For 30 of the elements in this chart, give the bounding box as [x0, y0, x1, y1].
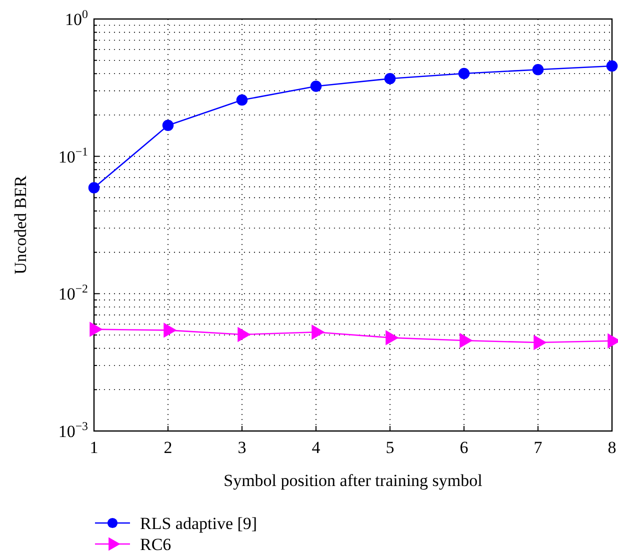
point [238, 326, 251, 342]
point [386, 330, 399, 346]
y-tick-label: 10$^{−1}$ [58, 144, 88, 166]
point [310, 80, 322, 92]
point [606, 60, 618, 72]
y-tick-label: 10$^{−3}$ [58, 419, 88, 441]
x-tick-label: 8 [608, 438, 616, 457]
y-tick-label: 10$^{−2}$ [58, 282, 88, 304]
legend-label: RLS adaptive [9] [140, 514, 258, 533]
x-axis-title: Symbol position after training symbol [224, 471, 483, 490]
x-tick-label: 7 [534, 438, 543, 457]
point [532, 64, 544, 76]
point [90, 322, 103, 337]
point [460, 332, 473, 348]
x-tick-label: 5 [386, 438, 394, 457]
x-tick-label: 1 [90, 438, 98, 457]
y-tick-label: 10$^{0}$ [65, 7, 88, 29]
point [88, 182, 100, 194]
point [236, 94, 248, 106]
x-tick-label: 3 [238, 438, 246, 457]
point [162, 120, 174, 132]
y-axis-title: Uncoded BER [11, 175, 30, 274]
x-tick-label: 4 [312, 438, 321, 457]
point [458, 68, 470, 80]
point [164, 322, 177, 338]
point [312, 324, 325, 340]
point [384, 72, 396, 84]
x-tick-label: 6 [460, 438, 468, 457]
x-tick-label: 2 [164, 438, 172, 457]
legend-label: RC6 [140, 535, 172, 554]
